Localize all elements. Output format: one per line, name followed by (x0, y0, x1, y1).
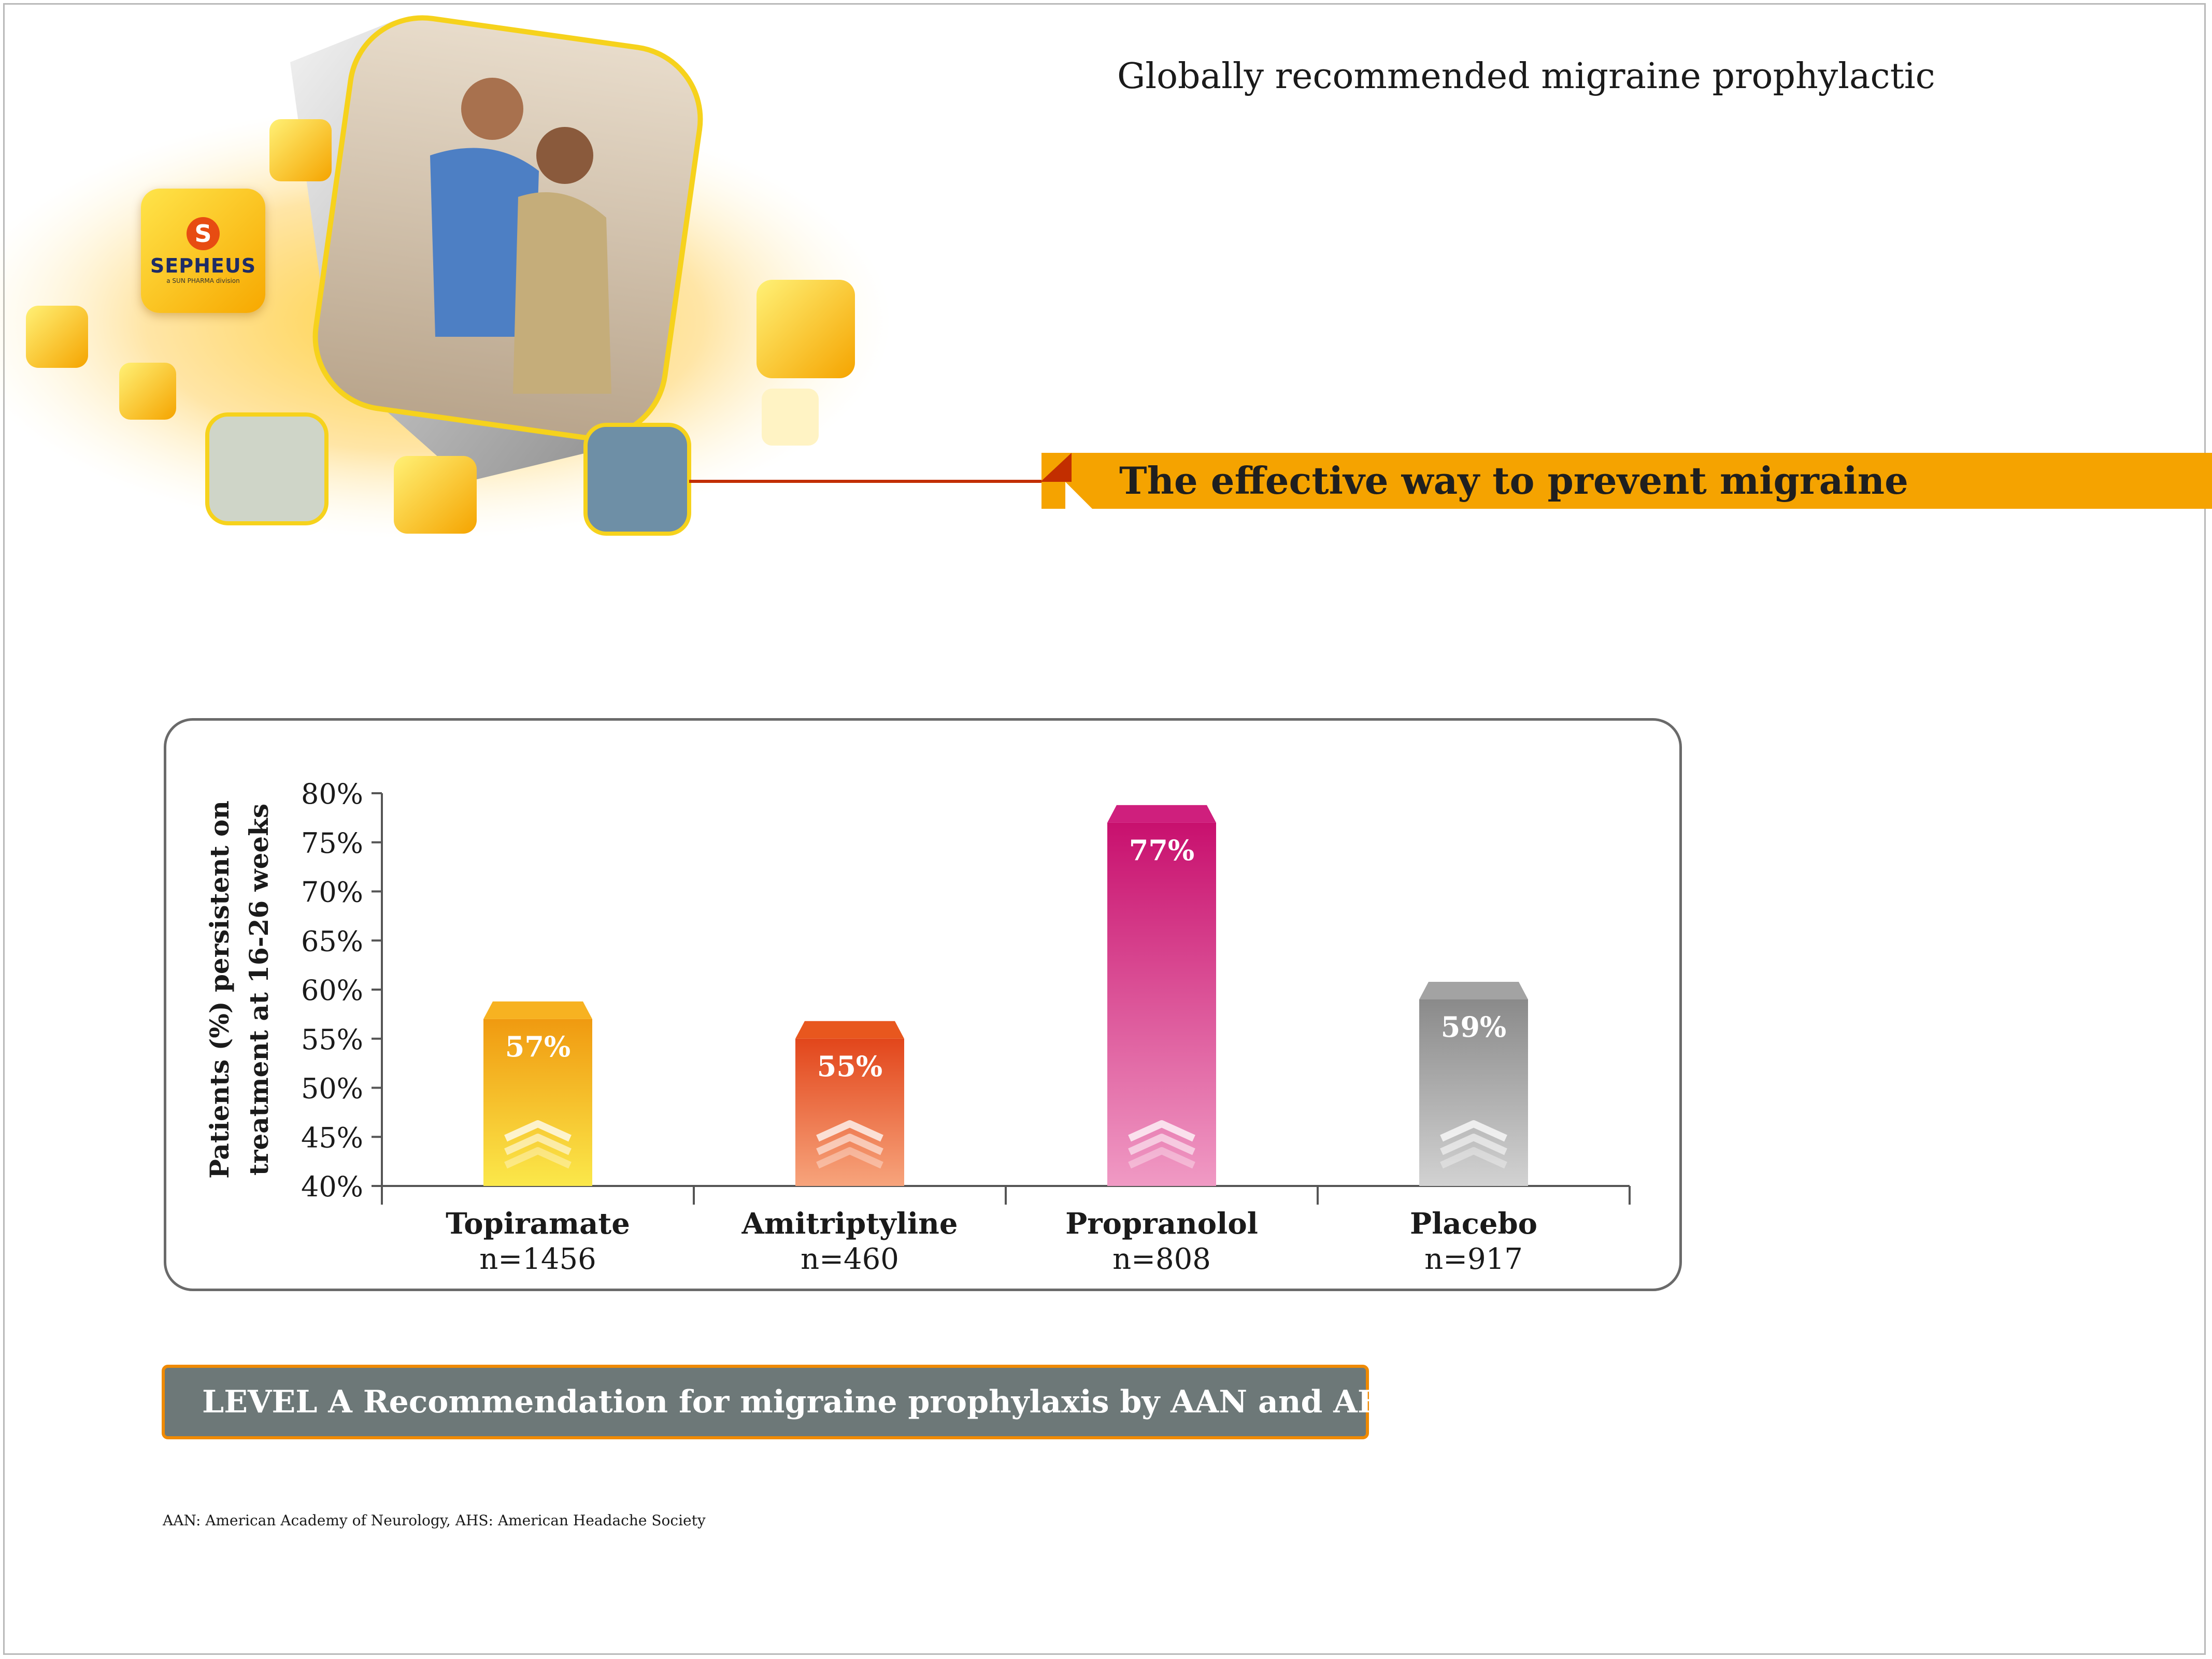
bar-chart: 40% 45% 50% 55% 60% 65% 70% 75% 80% Patients (%) … (204, 778, 1631, 1276)
sample-size-label: n=917 (1424, 1242, 1523, 1276)
y-tick-label: 65% (301, 925, 363, 957)
sample-size-label: n=808 (1112, 1242, 1211, 1276)
category-label: Topiramate (446, 1207, 630, 1241)
footnote: AAN: American Academy of Neurology, AHS:… (163, 1512, 706, 1529)
bar (483, 1019, 592, 1186)
bar (1419, 999, 1528, 1186)
double-chevron-up-icon (816, 1134, 883, 1155)
y-tick-label: 70% (301, 876, 363, 909)
brand-name: SEPHEUS (150, 254, 256, 277)
double-chevron-up-icon (1440, 1120, 1507, 1142)
bar (795, 1038, 904, 1186)
person-2-head (536, 127, 593, 184)
data-label: 55% (817, 1050, 882, 1083)
chart-panel: 40% 45% 50% 55% 60% 65% 70% 75% 80% Patients (%) … (164, 718, 1682, 1291)
cream-cube (762, 389, 819, 446)
sample-size-label: n=460 (801, 1242, 899, 1276)
y-tick-label: 75% (301, 827, 363, 860)
sepheus-mark-icon: S (187, 217, 220, 250)
double-chevron-up-icon (816, 1120, 883, 1142)
sepheus-logo: S SEPHEUS a SUN PHARMA division (141, 189, 265, 313)
category-label: Propranolol (1065, 1207, 1258, 1241)
title-banner (1041, 453, 2212, 509)
page-frame (3, 3, 2206, 1655)
tech-photo-tile (583, 423, 691, 536)
category-label: Amitriptyline (741, 1207, 958, 1241)
double-chevron-up-icon (1440, 1134, 1507, 1155)
yellow-cube (394, 456, 477, 534)
yellow-cube (757, 280, 855, 378)
y-tick-label: 50% (301, 1072, 363, 1105)
bar-cap (483, 1001, 592, 1019)
hero-artwork (0, 15, 891, 539)
banner-connector-line (689, 480, 1047, 483)
double-chevron-up-icon (1440, 1147, 1507, 1169)
y-tick-label: 60% (301, 974, 363, 1007)
recommendation-box: LEVEL A Recommendation for migraine prop… (162, 1365, 1409, 1439)
y-tick-label: 80% (301, 778, 363, 810)
bar-cap (1419, 981, 1528, 999)
sample-size-label: n=1456 (479, 1242, 596, 1276)
page-title: The effective way to prevent migraine (1119, 459, 1908, 503)
double-chevron-up-icon (504, 1120, 572, 1142)
person-1-shirt (430, 148, 539, 337)
bar-cap (1107, 805, 1216, 823)
brand-tagline: a SUN PHARMA division (166, 277, 240, 284)
person-2-top (513, 192, 611, 394)
y-tick-label: 55% (301, 1023, 363, 1056)
banner-red-corner (1040, 453, 1072, 482)
double-chevron-up-icon (504, 1147, 572, 1169)
doctor-photo-tile (205, 412, 329, 525)
double-chevron-up-icon (1128, 1120, 1195, 1142)
data-label: 59% (1441, 1010, 1506, 1043)
page-subtitle: Globally recommended migraine prophylact… (1117, 56, 1935, 97)
person-1-head (461, 78, 523, 140)
y-axis-label: Patients (%) persistent on (204, 800, 235, 1179)
category-label: Placebo (1410, 1207, 1537, 1241)
yellow-cube (119, 363, 176, 420)
double-chevron-up-icon (816, 1147, 883, 1169)
double-chevron-up-icon (1128, 1147, 1195, 1169)
yellow-cube (26, 306, 88, 368)
bar-cap (795, 1021, 904, 1039)
data-label: 57% (505, 1030, 570, 1063)
y-tick-label: 40% (301, 1170, 363, 1203)
yellow-cube (269, 119, 332, 181)
double-chevron-up-icon (1128, 1134, 1195, 1155)
double-chevron-up-icon (504, 1134, 572, 1155)
banner-notch (1065, 482, 1092, 509)
bar (1107, 822, 1216, 1186)
data-label: 77% (1129, 834, 1194, 867)
y-tick-label: 45% (301, 1121, 363, 1154)
y-axis-label: treatment at 16-26 weeks (244, 804, 274, 1176)
recommendation-text: LEVEL A Recommendation for migraine prop… (202, 1384, 1409, 1420)
